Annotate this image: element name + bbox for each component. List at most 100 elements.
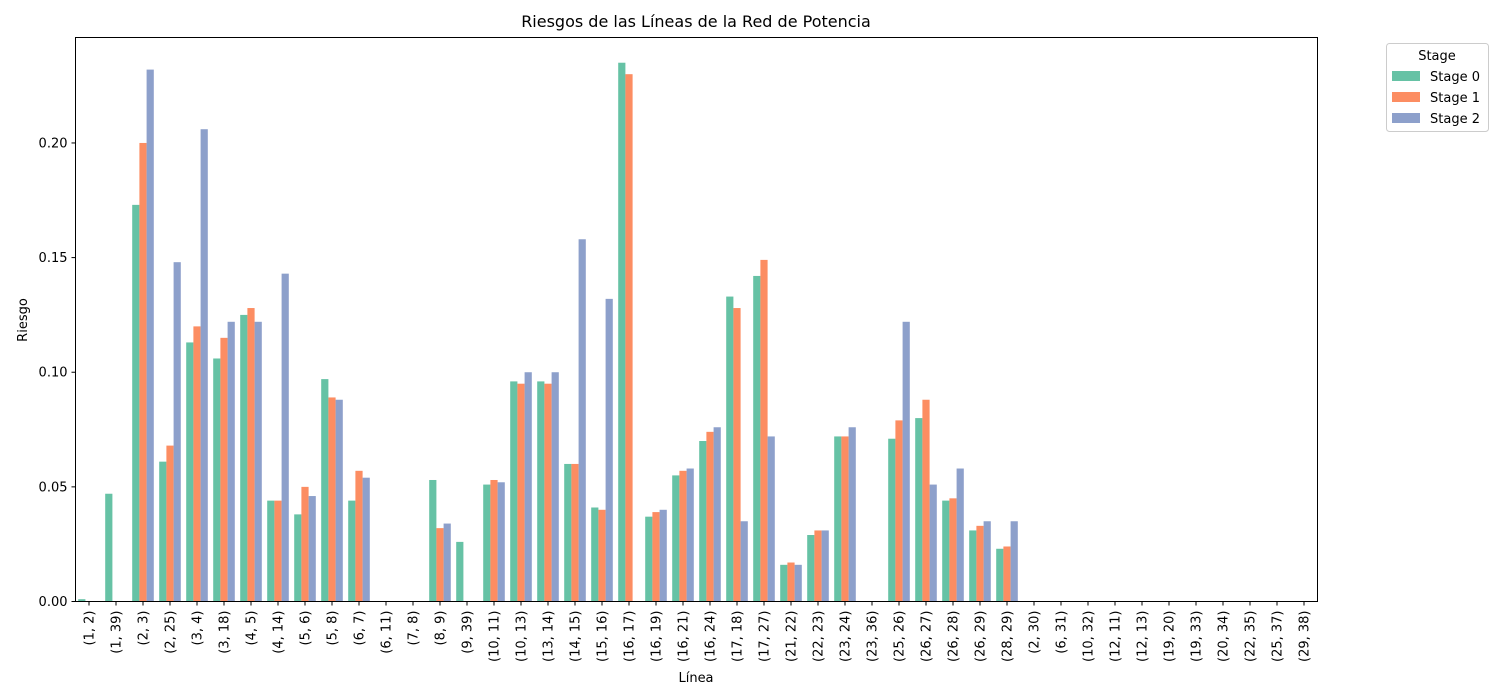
bar-stage-0-10 [348,500,356,602]
bar-stage-0-9 [321,379,329,602]
bar-stage-2-2 [146,69,154,602]
x-tick-label: (22, 35) [1244,611,1259,663]
legend-label-stage-2: Stage 2 [1430,112,1480,127]
y-tick-label: 0.00 [39,595,68,610]
legend-title: Stage [1418,49,1456,64]
bar-stage-0-0 [78,599,86,602]
bar-stage-1-34 [1003,546,1011,602]
x-tick-label: (26, 27) [920,611,935,663]
x-tick-label: (26, 29) [974,611,989,663]
bar-stage-1-21 [652,512,660,602]
bar-stage-1-24 [733,308,741,602]
x-tick-label: (25, 26) [893,611,908,663]
bar-stage-2-31 [929,484,937,602]
bar-stage-1-8 [301,486,309,602]
bar-stage-1-4 [193,326,201,602]
x-tick-label: (2, 25) [164,611,179,654]
legend-label-stage-0: Stage 0 [1430,70,1480,85]
y-axis: 0.00 0.05 0.10 0.15 0.20 [39,136,76,610]
x-tick-label: (13, 14) [542,611,557,663]
bar-stage-0-13 [429,479,437,602]
bar-stage-2-8 [308,496,316,602]
x-tick-label: (5, 6) [299,611,314,646]
bar-stage-0-27 [807,535,815,602]
x-tick-label: (17, 18) [731,611,746,663]
bar-stage-1-27 [814,530,822,602]
x-tick-label: (1, 2) [83,611,98,646]
bar-stage-0-26 [780,564,788,602]
bar-stage-0-16 [510,381,518,602]
bar-stage-2-13 [443,523,451,602]
bar-stage-2-24 [740,521,748,602]
x-tick-label: (1, 39) [110,611,125,654]
bar-stage-0-4 [186,342,194,602]
x-axis-label: Línea [678,671,713,686]
x-axis: (1, 2) (1, 39) (2, 3) (2, 25) (3, 4) (3, 18) (… [83,601,1313,663]
x-tick-label: (2, 3) [137,611,152,646]
legend-box [1386,43,1489,132]
x-tick-label: (2, 30) [1028,611,1043,654]
bar-stage-1-22 [679,470,687,602]
bar-stage-0-5 [213,358,221,602]
x-tick-label: (17, 27) [758,611,773,663]
bar-stage-2-3 [173,262,181,602]
x-tick-label: (12, 11) [1109,611,1124,663]
bar-stage-0-15 [483,484,491,602]
bar-stage-1-32 [949,498,957,602]
bar-stage-0-18 [564,463,572,602]
x-tick-label: (16, 17) [623,611,638,663]
bar-stage-1-19 [598,509,606,602]
bar-stage-1-7 [274,500,282,602]
x-tick-label: (28, 29) [1001,611,1016,663]
bar-stage-1-15 [490,479,498,602]
bar-stage-0-32 [942,500,950,602]
bar-stage-1-20 [625,74,633,602]
x-tick-label: (25, 37) [1271,611,1286,663]
bar-stage-1-33 [976,525,984,602]
x-tick-label: (6, 31) [1055,611,1070,654]
bar-stage-0-28 [834,436,842,602]
x-tick-label: (22, 23) [812,611,827,663]
bar-stage-2-22 [686,468,694,602]
bar-stage-0-19 [591,507,599,602]
x-tick-label: (19, 20) [1163,611,1178,663]
x-tick-label: (3, 18) [218,611,233,654]
bar-stage-0-1 [105,493,113,602]
y-tick-label: 0.10 [39,366,68,381]
legend-swatch-stage-1 [1392,92,1420,102]
legend: Stage Stage 0 Stage 1 Stage 2 [1386,43,1489,132]
bar-stage-2-27 [821,530,829,602]
bar-stage-0-7 [267,500,275,602]
bar-stage-2-15 [497,482,505,602]
bar-stage-0-34 [996,548,1004,602]
bar-stage-2-26 [794,564,802,602]
x-tick-label: (4, 5) [245,611,260,646]
y-tick-label: 0.15 [39,251,68,266]
bar-stage-2-34 [1010,521,1018,602]
x-tick-label: (29, 38) [1298,611,1313,663]
x-tick-label: (10, 13) [515,611,530,663]
x-tick-label: (5, 8) [326,611,341,646]
x-tick-label: (23, 24) [839,611,854,663]
bar-stage-0-14 [456,541,464,602]
x-tick-label: (10, 32) [1082,611,1097,663]
x-tick-label: (14, 15) [569,611,584,663]
bar-stage-2-33 [983,521,991,602]
bar-stage-0-24 [726,296,734,602]
bar-stage-1-30 [895,420,903,602]
y-tick-label: 0.20 [39,136,68,151]
x-tick-label: (20, 34) [1217,611,1232,663]
bar-stage-1-23 [706,431,714,602]
bar-stage-2-32 [956,468,964,602]
x-tick-label: (16, 21) [677,611,692,663]
bar-stage-0-25 [753,275,761,602]
bar-stage-0-22 [672,475,680,602]
bar-stage-2-10 [362,477,370,602]
legend-label-stage-1: Stage 1 [1430,91,1480,106]
y-tick-label: 0.05 [39,480,68,495]
legend-swatch-stage-2 [1392,113,1420,123]
bar-stage-1-2 [139,142,147,602]
legend-swatch-stage-0 [1392,71,1420,81]
bar-stage-2-17 [551,372,559,602]
